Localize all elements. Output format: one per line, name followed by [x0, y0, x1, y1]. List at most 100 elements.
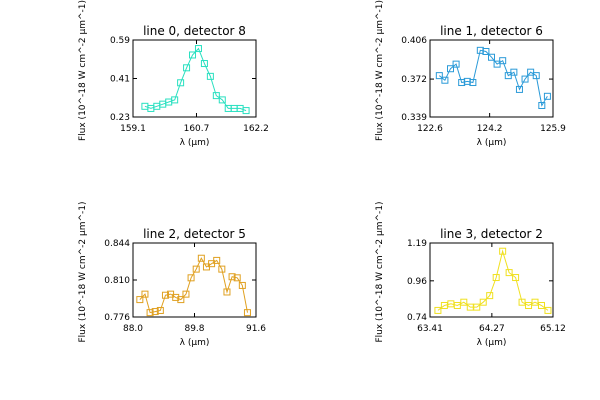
x-tick-label: 65.12 [540, 324, 566, 334]
y-tick-label: 0.23 [110, 113, 130, 123]
data-point [435, 72, 443, 80]
data-point [182, 290, 190, 298]
data-point [218, 265, 226, 273]
plot-frame [429, 39, 554, 118]
data-point [469, 79, 477, 87]
x-tick-label: 91.6 [246, 324, 266, 334]
data-point [532, 72, 540, 80]
data-point [510, 68, 518, 76]
y-tick-label: 0.41 [110, 75, 130, 85]
data-point [492, 274, 500, 282]
data-point [187, 274, 195, 282]
chart-title: line 1, detector 6 [440, 24, 543, 38]
chart-title: line 3, detector 2 [440, 227, 543, 241]
data-point [136, 296, 144, 304]
data-point [141, 290, 149, 298]
data-point [473, 303, 481, 311]
y-tick-label: 0.844 [104, 239, 130, 249]
chart-title: line 0, detector 8 [143, 24, 246, 38]
data-point [434, 306, 442, 314]
x-tick-label: 88.0 [123, 324, 143, 334]
panel-1: line 1, detector 6 122.6 124.2 125.9 0.339 0.… [375, 0, 566, 148]
data-point [192, 265, 200, 273]
data-point [482, 47, 490, 55]
data-point [538, 102, 546, 110]
chart-title: line 2, detector 5 [143, 227, 246, 241]
y-tick-label: 0.59 [110, 36, 130, 46]
data-point [156, 306, 164, 314]
data-point [499, 247, 507, 255]
data-point [505, 269, 513, 277]
panel-2: line 2, detector 5 88.0 89.8 91.6 0.776 0.810… [78, 201, 266, 348]
data-point [515, 85, 523, 93]
data-point [212, 92, 220, 100]
x-axis-label: λ (μm) [477, 138, 507, 148]
data-point [537, 301, 545, 309]
x-tick-label: 63.41 [417, 324, 443, 334]
y-axis-label: Flux (10^-18 W cm^-2 μm^-1) [375, 201, 385, 342]
data-point [218, 96, 226, 104]
y-tick-label: 0.96 [407, 277, 427, 287]
x-tick-label: 159.1 [120, 124, 146, 134]
data-point [441, 76, 449, 84]
data-point [499, 57, 507, 65]
x-tick-label: 124.2 [477, 124, 503, 134]
x-axis-label: λ (μm) [180, 338, 210, 348]
x-tick-label: 125.9 [540, 124, 566, 134]
data-point [238, 281, 246, 289]
data-point [544, 306, 552, 314]
data-point [151, 308, 159, 316]
data-point [243, 309, 251, 317]
x-tick-label: 89.8 [184, 324, 204, 334]
data-point [161, 291, 169, 299]
y-tick-label: 0.406 [401, 36, 427, 46]
data-point [197, 254, 205, 262]
data-point [228, 273, 236, 281]
data-point [479, 298, 487, 306]
y-tick-label: 0.810 [104, 276, 130, 286]
data-point [242, 107, 250, 115]
data-point [447, 65, 454, 73]
data-point [460, 298, 468, 306]
x-tick-label: 162.2 [243, 124, 269, 134]
x-axis-label: λ (μm) [180, 138, 210, 148]
x-tick-label: 122.6 [417, 124, 443, 134]
data-point [512, 274, 520, 282]
x-tick-label: 64.27 [479, 324, 505, 334]
data-point [543, 92, 551, 100]
data-point [488, 53, 495, 61]
y-axis-label: Flux (10^-18 W cm^-2 μm^-1) [375, 0, 385, 141]
data-point [486, 292, 494, 300]
panel-3: line 3, detector 2 63.41 64.27 65.12 0.74 0.9… [375, 201, 566, 348]
y-tick-label: 0.74 [407, 313, 427, 323]
data-point [177, 296, 185, 304]
data-point [200, 60, 208, 68]
data-point [452, 60, 460, 68]
y-tick-label: 0.372 [401, 75, 427, 85]
data-point [206, 72, 214, 80]
data-point [172, 293, 180, 301]
y-axis-label: Flux (10^-18 W cm^-2 μm^-1) [78, 201, 88, 342]
y-tick-label: 0.776 [104, 313, 130, 323]
y-axis-label: Flux (10^-18 W cm^-2 μm^-1) [78, 0, 88, 141]
x-tick-label: 160.7 [184, 124, 210, 134]
data-point [521, 75, 529, 83]
y-tick-label: 1.19 [407, 239, 427, 249]
data-point [146, 309, 154, 317]
data-point [183, 64, 191, 72]
data-point [194, 45, 202, 53]
y-tick-label: 0.339 [401, 113, 427, 123]
data-point [189, 51, 197, 59]
data-point [223, 288, 231, 296]
data-point [177, 79, 185, 87]
series-line [437, 249, 549, 311]
data-point [213, 256, 221, 264]
plot-frame [429, 242, 554, 318]
data-point [171, 96, 179, 104]
data-point [233, 274, 241, 282]
series-line [438, 49, 548, 107]
panel-0: line 0, detector 8 159.1 160.7 162.2 0.23 0.4… [78, 0, 269, 148]
x-axis-label: λ (μm) [477, 338, 507, 348]
